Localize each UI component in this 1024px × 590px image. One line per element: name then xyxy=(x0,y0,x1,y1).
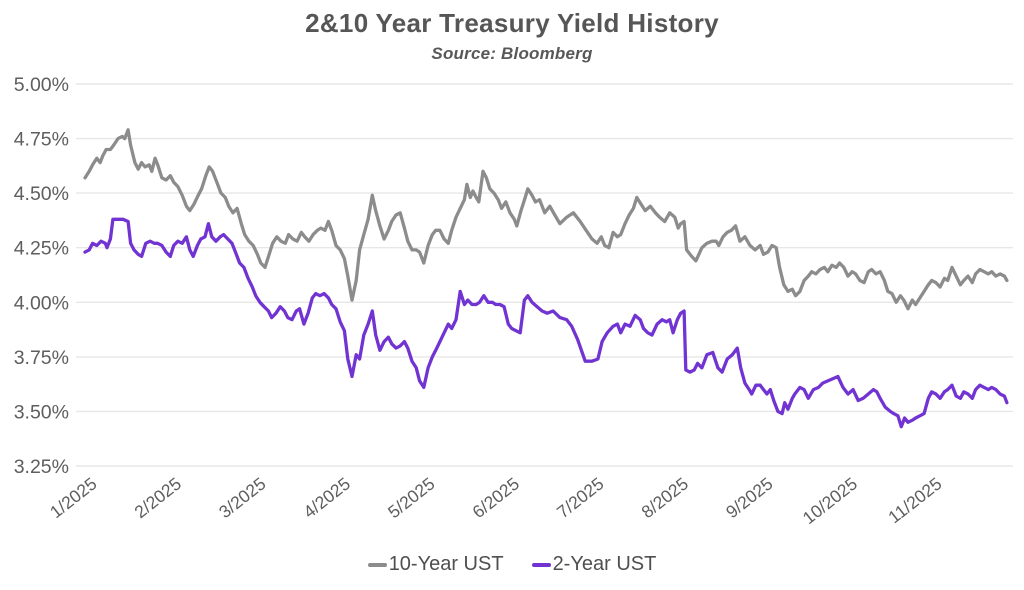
legend-label-10-year-ust: 10-Year UST xyxy=(388,553,504,575)
ten-year-ust-line xyxy=(83,128,1009,311)
y-tick-label: 4.25% xyxy=(14,238,69,260)
x-tick-label: 9/2025 xyxy=(722,473,776,522)
chart-legend: 10-Year UST 2-Year UST xyxy=(0,553,1024,576)
x-tick-label: 10/2025 xyxy=(799,473,861,528)
legend-item-10-year-ust: 10-Year UST xyxy=(367,553,504,576)
y-tick-label: 4.00% xyxy=(14,292,69,314)
x-tick-label: 11/2025 xyxy=(884,473,945,527)
x-tick-label: 8/2025 xyxy=(637,473,691,522)
x-tick-label: 1/2025 xyxy=(46,473,100,522)
y-tick-label: 5.00% xyxy=(14,74,69,96)
legend-label-2-year-ust: 2-Year UST xyxy=(552,553,657,575)
chart-subtitle: Source: Bloomberg xyxy=(431,44,593,63)
y-tick-label: 3.25% xyxy=(14,456,69,478)
x-tick-label: 4/2025 xyxy=(299,473,353,522)
two-year-ust-line xyxy=(83,217,1009,429)
two-year-line-swatch xyxy=(531,562,551,567)
x-tick-label: 3/2025 xyxy=(215,473,269,522)
y-tick-label: 4.75% xyxy=(14,129,69,151)
legend-item-2-year-ust: 2-Year UST xyxy=(531,553,657,576)
x-tick-label: 7/2025 xyxy=(553,473,607,522)
x-tick-label: 5/2025 xyxy=(384,473,438,522)
y-tick-label: 4.50% xyxy=(14,183,69,205)
y-tick-label: 3.75% xyxy=(14,347,69,369)
x-tick-label: 2/2025 xyxy=(130,473,184,522)
chart-title: 2&10 Year Treasury Yield History xyxy=(305,8,719,38)
x-tick-label: 6/2025 xyxy=(468,473,522,522)
ten-year-line-swatch xyxy=(367,562,387,567)
y-tick-label: 3.50% xyxy=(14,401,69,423)
